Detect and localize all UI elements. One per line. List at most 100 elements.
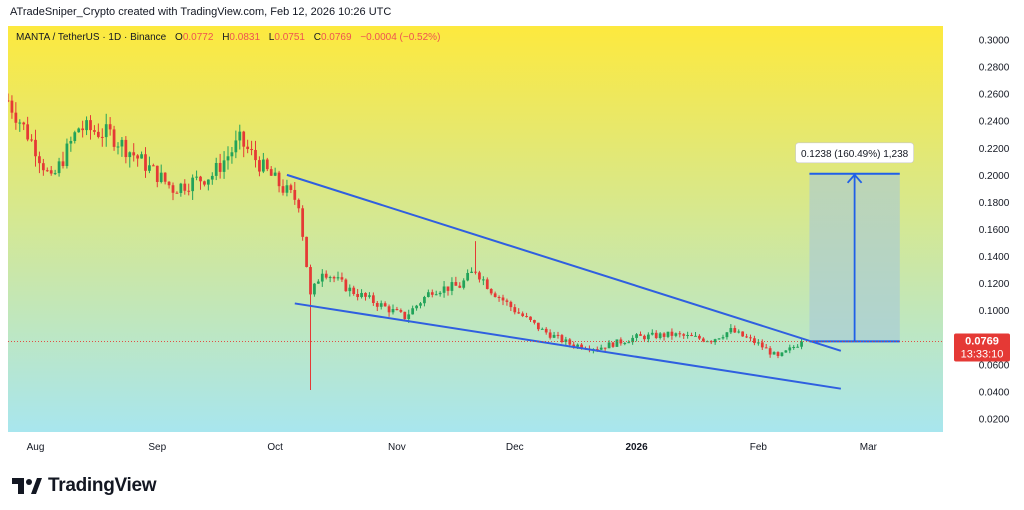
candle-body bbox=[501, 297, 505, 301]
candle-body bbox=[124, 139, 128, 158]
candle-body bbox=[234, 140, 238, 153]
candle-body bbox=[776, 352, 780, 356]
y-tick-label: 0.2200 bbox=[979, 144, 1010, 155]
chart-area[interactable]: 0.1238 (160.49%) 1,238 0.0200 0.0400 0.060… bbox=[8, 26, 1016, 458]
candle-body bbox=[701, 338, 705, 342]
x-tick-label: Dec bbox=[506, 442, 524, 453]
candle-body bbox=[434, 294, 438, 296]
candle-body bbox=[332, 277, 336, 279]
candle-body bbox=[536, 322, 540, 330]
candle-body bbox=[485, 279, 489, 289]
open-value: 0.0772 bbox=[182, 32, 214, 43]
candle-body bbox=[136, 155, 140, 159]
candle-body bbox=[533, 320, 536, 323]
chart-attribution: ATradeSniper_Crypto created with Trading… bbox=[10, 6, 392, 18]
candle-body bbox=[360, 292, 363, 298]
candle-body bbox=[258, 160, 261, 172]
candle-body bbox=[26, 124, 30, 140]
symbol-ohlc-bar: MANTA / TetherUS · 1D · Binance O0.0772 … bbox=[16, 32, 440, 43]
x-tick-label: Nov bbox=[388, 442, 406, 453]
candle-body bbox=[493, 293, 497, 297]
candle-body bbox=[273, 172, 277, 176]
candle-body bbox=[505, 300, 509, 302]
y-tick-label: 0.1200 bbox=[979, 279, 1010, 290]
x-tick-label: 2026 bbox=[625, 442, 648, 453]
candle-body bbox=[336, 277, 340, 279]
tradingview-logo[interactable]: TradingView bbox=[12, 475, 157, 497]
x-tick-label: Oct bbox=[267, 442, 283, 453]
candle-body bbox=[89, 120, 92, 131]
candle-body bbox=[285, 185, 289, 193]
candle-body bbox=[603, 347, 607, 349]
candle-body bbox=[446, 286, 450, 291]
candle-body bbox=[796, 346, 800, 348]
candle-body bbox=[764, 347, 768, 349]
candle-body bbox=[191, 177, 195, 192]
candle-body bbox=[57, 161, 61, 174]
last-price-value: 0.0769 bbox=[965, 335, 999, 347]
candle-body bbox=[112, 129, 116, 147]
candle-body bbox=[403, 311, 407, 320]
candle-body bbox=[34, 139, 37, 157]
candle-body bbox=[615, 339, 619, 347]
candle-body bbox=[379, 303, 383, 307]
x-tick-label: Sep bbox=[148, 442, 166, 453]
candle-body bbox=[788, 347, 792, 351]
candle-body bbox=[250, 149, 253, 151]
candle-body bbox=[356, 294, 360, 298]
candle-body bbox=[415, 305, 418, 309]
candle-body bbox=[733, 328, 737, 333]
candle-body bbox=[599, 347, 603, 350]
candle-body bbox=[148, 165, 151, 171]
candle-body bbox=[297, 199, 301, 209]
candle-body bbox=[694, 335, 697, 337]
candle-body bbox=[729, 328, 733, 333]
candle-body bbox=[595, 349, 599, 351]
candle-body bbox=[745, 336, 748, 338]
candle-body bbox=[674, 333, 678, 336]
change-value: −0.0004 (−0.52%) bbox=[360, 32, 441, 43]
candle-body bbox=[517, 312, 521, 314]
candle-body bbox=[690, 335, 693, 337]
candle-body bbox=[709, 341, 713, 343]
candle-body bbox=[167, 181, 171, 186]
y-tick-label: 0.1400 bbox=[979, 252, 1010, 263]
trendline-upper[interactable] bbox=[286, 173, 842, 352]
high-value: 0.0831 bbox=[229, 32, 261, 43]
candle-body bbox=[163, 172, 167, 182]
candle-body bbox=[556, 334, 560, 336]
candle-body bbox=[8, 100, 10, 102]
candle-body bbox=[800, 341, 803, 347]
candle-body bbox=[348, 287, 352, 292]
symbol-name[interactable]: MANTA / TetherUS · 1D · Binance bbox=[16, 32, 167, 43]
y-tick-label: 0.0200 bbox=[979, 414, 1010, 425]
candle-body bbox=[116, 146, 120, 148]
candle-body bbox=[203, 181, 206, 185]
candle-body bbox=[175, 192, 179, 194]
x-tick-label: Aug bbox=[27, 442, 45, 453]
candle-body bbox=[187, 190, 191, 192]
close-value: 0.0769 bbox=[320, 32, 352, 43]
candle-body bbox=[289, 185, 293, 190]
candle-body bbox=[525, 316, 528, 318]
y-axis[interactable]: 0.02000.04000.06000.08000.10000.12000.14… bbox=[979, 36, 1010, 426]
trendline-lower[interactable] bbox=[294, 302, 842, 390]
candle-body bbox=[171, 185, 175, 193]
candle-body bbox=[108, 124, 112, 130]
x-axis[interactable]: Aug Sep Oct Nov Dec 2026 Feb Mar bbox=[27, 442, 878, 453]
y-tick-label: 0.2800 bbox=[979, 63, 1010, 74]
measure-layer: 0.1238 (160.49%) 1,238 bbox=[795, 142, 914, 343]
candle-body bbox=[635, 334, 638, 338]
candle-body bbox=[371, 295, 375, 303]
x-tick-label: Mar bbox=[860, 442, 878, 453]
candle-body bbox=[548, 332, 552, 338]
candle-body bbox=[391, 309, 395, 313]
candle-body bbox=[246, 146, 250, 150]
candle-body bbox=[576, 344, 580, 347]
candle-body bbox=[658, 333, 662, 339]
x-tick-label: Feb bbox=[750, 442, 768, 453]
price-chart[interactable]: 0.1238 (160.49%) 1,238 0.0200 0.0400 0.060… bbox=[8, 26, 1016, 458]
candle-body bbox=[454, 282, 458, 286]
candle-body bbox=[93, 130, 96, 132]
candle-body bbox=[670, 331, 674, 336]
